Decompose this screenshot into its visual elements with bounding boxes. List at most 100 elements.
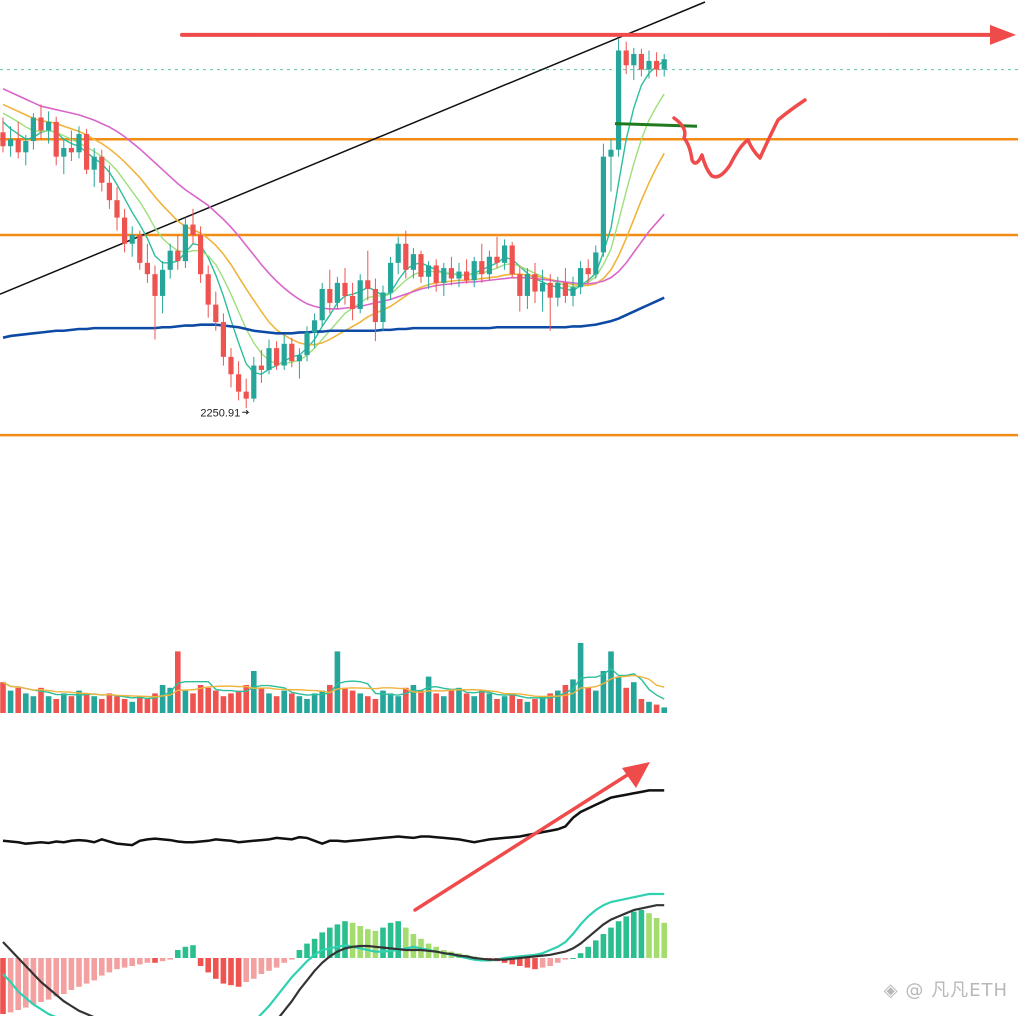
macd-bar xyxy=(327,927,333,958)
macd-bar xyxy=(121,958,128,968)
macd-bar xyxy=(615,921,622,958)
candle xyxy=(23,134,29,166)
candle xyxy=(122,208,128,253)
candle-body xyxy=(243,391,249,399)
candle-body xyxy=(555,282,561,298)
volume-bar xyxy=(349,690,356,713)
macd-bar xyxy=(395,921,401,958)
macd-bar xyxy=(403,927,409,958)
volume-bar xyxy=(463,693,470,713)
macd-pane xyxy=(0,892,667,1016)
volume-bar xyxy=(281,690,287,713)
candle-body xyxy=(99,156,105,183)
price-pane: 2250.91 xyxy=(0,1,1018,437)
candle xyxy=(228,348,234,388)
macd-line-1 xyxy=(2,904,665,1016)
candle xyxy=(403,230,409,279)
candle-body xyxy=(251,365,257,399)
candle-body xyxy=(296,355,302,362)
target-arrow-icon xyxy=(990,24,1016,45)
candle-body xyxy=(258,365,264,370)
macd-bar xyxy=(15,958,21,1010)
volume-bar xyxy=(311,693,318,713)
candle-body xyxy=(182,224,188,262)
candle-body xyxy=(540,282,546,292)
candle-body xyxy=(84,134,90,170)
macd-bar xyxy=(159,958,166,962)
volume-bar xyxy=(144,699,151,713)
candle-body xyxy=(608,149,614,157)
macd-bar xyxy=(114,958,120,970)
candle-body xyxy=(441,268,447,283)
macd-bar xyxy=(258,958,265,974)
candle-body xyxy=(312,320,318,333)
candle-body xyxy=(122,217,128,244)
volume-bar xyxy=(289,693,295,713)
macd-bar xyxy=(562,958,569,960)
volume-bar xyxy=(213,690,219,713)
volume-bar xyxy=(106,693,113,713)
volume-bar xyxy=(532,699,538,713)
volume-bar xyxy=(121,699,128,713)
candle xyxy=(274,341,280,370)
macd-bar xyxy=(372,930,379,958)
volume-bar xyxy=(182,690,189,713)
macd-bar xyxy=(653,918,660,958)
candle-body xyxy=(418,254,424,277)
candle-body xyxy=(327,288,333,303)
indicator-line-pane xyxy=(2,789,665,847)
candle-body xyxy=(578,268,584,288)
macd-bar xyxy=(38,958,44,1002)
macd-bar xyxy=(0,958,6,1014)
macd-bar xyxy=(577,953,584,958)
candle xyxy=(562,268,568,303)
candle xyxy=(593,245,599,279)
candle xyxy=(646,50,652,79)
volume-bar xyxy=(539,696,546,713)
macd-line-0 xyxy=(2,892,665,1016)
candle xyxy=(357,274,363,314)
candle-body xyxy=(372,288,378,323)
macd-bar xyxy=(608,927,614,958)
candle xyxy=(654,52,660,77)
macd-bar xyxy=(532,958,538,970)
candle xyxy=(266,339,272,375)
macd-bar xyxy=(311,938,318,958)
macd-bar xyxy=(61,958,67,994)
candle-body xyxy=(616,50,622,150)
candle-body xyxy=(274,348,280,366)
candle xyxy=(106,165,112,209)
candle-body xyxy=(76,134,82,153)
candle xyxy=(448,256,454,286)
volume-bar xyxy=(410,685,417,713)
candle-body xyxy=(585,268,591,275)
candle xyxy=(372,278,378,342)
macd-bar xyxy=(570,958,576,959)
candle xyxy=(464,259,470,284)
candle xyxy=(243,378,249,409)
volume-bar xyxy=(45,696,52,713)
candle xyxy=(502,239,508,270)
candle-body xyxy=(448,268,454,279)
candle xyxy=(570,276,576,307)
volume-bar xyxy=(304,699,310,713)
candle xyxy=(91,147,97,188)
macd-bar xyxy=(53,958,59,997)
macd-bar xyxy=(251,958,257,979)
candle xyxy=(388,256,394,301)
volume-bar xyxy=(175,651,181,713)
volume-bar xyxy=(152,693,158,713)
macd-bar xyxy=(387,922,394,958)
macd-bar xyxy=(509,958,515,965)
macd-bar xyxy=(631,911,637,958)
candle-body xyxy=(502,245,508,263)
candle xyxy=(608,139,614,192)
candle xyxy=(540,269,546,312)
candle xyxy=(38,104,44,140)
volume-bar xyxy=(273,696,280,713)
candle xyxy=(426,261,432,289)
candle xyxy=(661,53,667,77)
candle xyxy=(76,126,82,159)
candle-body xyxy=(486,256,492,275)
candle xyxy=(137,230,143,270)
